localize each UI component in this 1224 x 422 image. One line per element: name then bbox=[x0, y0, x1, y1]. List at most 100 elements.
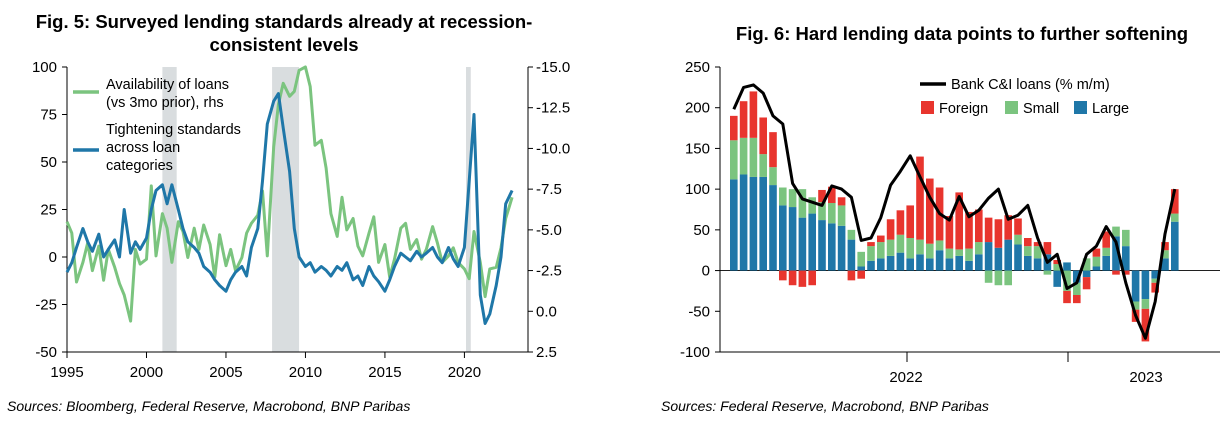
bar-large bbox=[1063, 262, 1071, 271]
y-tick-label: 0 bbox=[702, 263, 710, 280]
bar-foreign bbox=[965, 211, 973, 249]
bar-large bbox=[886, 255, 895, 271]
legend-label: Foreign bbox=[939, 101, 988, 117]
right-tick-label: -2.5 bbox=[536, 263, 562, 280]
fig6-source: Sources: Federal Reserve, Macrobond, BNP… bbox=[661, 398, 989, 414]
x-tick-label: 2015 bbox=[368, 364, 401, 381]
right-tick-label: 2.5 bbox=[536, 344, 557, 361]
bar-large bbox=[1082, 270, 1091, 278]
series-line-bank-ci-loans bbox=[732, 83, 1177, 340]
bar-large bbox=[837, 225, 846, 271]
bar-foreign bbox=[877, 235, 885, 243]
y-tick-label: 100 bbox=[685, 181, 710, 198]
fig6-panel: Fig. 6: Hard lending data points to furt… bbox=[650, 0, 1224, 422]
bar-foreign bbox=[994, 219, 1003, 248]
bar-large bbox=[759, 176, 767, 271]
bar-large bbox=[926, 258, 934, 271]
bar-small bbox=[808, 197, 816, 214]
bar-small bbox=[877, 242, 885, 259]
bar-large bbox=[788, 207, 797, 271]
bar-small bbox=[984, 270, 993, 283]
bar-small bbox=[1092, 256, 1101, 267]
bar-small bbox=[916, 239, 924, 255]
left-tick-label: -25 bbox=[35, 297, 57, 314]
legend-swatch-large bbox=[1074, 101, 1087, 114]
bar-small bbox=[788, 189, 797, 208]
bar-small bbox=[1014, 234, 1022, 245]
bar-small bbox=[867, 246, 875, 261]
bar-large bbox=[935, 250, 944, 271]
bar-large bbox=[945, 258, 954, 271]
bar-foreign bbox=[975, 209, 983, 243]
left-tick-label: 50 bbox=[40, 154, 57, 171]
x-tick-label: 1995 bbox=[50, 364, 83, 381]
bar-small bbox=[1043, 270, 1052, 275]
left-tick-label: -50 bbox=[35, 344, 57, 361]
bar-foreign bbox=[749, 91, 758, 138]
fig6-chart: 250 200 150 100 50 0 -50 -100 2022 2023 Bank C&I l… bbox=[680, 59, 1220, 386]
legend-swatch-foreign bbox=[921, 101, 934, 114]
bar-foreign bbox=[1161, 242, 1169, 251]
bar-foreign bbox=[906, 205, 914, 238]
left-tick-label: 25 bbox=[40, 202, 57, 219]
bar-small bbox=[769, 167, 777, 186]
bar-large bbox=[906, 258, 914, 271]
bar-foreign bbox=[886, 219, 895, 240]
bar-small bbox=[818, 202, 826, 221]
bar-foreign bbox=[916, 156, 924, 240]
bar-small bbox=[1161, 250, 1169, 259]
bar-large bbox=[1141, 270, 1150, 300]
legend-label: Large bbox=[1092, 101, 1129, 117]
bar-large bbox=[955, 255, 963, 271]
bar-foreign bbox=[1024, 238, 1032, 247]
right-tick-label: -7.5 bbox=[536, 181, 562, 198]
fig5-legend: Availability of loans (vs 3mo prior), rhs… bbox=[73, 77, 241, 174]
bar-small bbox=[749, 137, 758, 177]
bar-large bbox=[984, 242, 993, 271]
y-tick-label: 150 bbox=[685, 140, 710, 157]
bar-foreign bbox=[769, 132, 777, 168]
right-tick-label: -15.0 bbox=[536, 59, 570, 76]
bar-foreign bbox=[1122, 270, 1130, 275]
bar-large bbox=[808, 213, 816, 271]
bar-foreign bbox=[1141, 308, 1150, 342]
bar-foreign bbox=[1112, 270, 1120, 275]
recession-band-1 bbox=[272, 67, 300, 352]
x-tick-label: 2005 bbox=[209, 364, 242, 381]
bar-large bbox=[1073, 270, 1081, 283]
bar-foreign bbox=[926, 178, 934, 244]
fig6-legend: Bank C&I loans (% m/m) Foreign Small Large bbox=[920, 77, 1129, 117]
bar-large bbox=[916, 254, 924, 271]
bar-foreign bbox=[1043, 242, 1052, 255]
bar-small bbox=[906, 238, 914, 259]
fig6-title: Fig. 6: Hard lending data points to furt… bbox=[735, 23, 1189, 44]
bar-small bbox=[837, 205, 846, 226]
bar-foreign bbox=[1171, 189, 1179, 214]
bar-foreign bbox=[847, 270, 856, 281]
bar-foreign bbox=[808, 270, 816, 286]
bar-small bbox=[975, 242, 983, 255]
fig5-title: Fig. 5: Surveyed lending standards alrea… bbox=[35, 11, 533, 55]
bar-large bbox=[1102, 255, 1110, 271]
bar-foreign bbox=[1053, 259, 1061, 265]
bar-small bbox=[886, 239, 895, 256]
bar-foreign bbox=[1014, 218, 1022, 235]
bar-foreign bbox=[818, 189, 826, 203]
bar-large bbox=[847, 239, 856, 271]
fig5-panel: Fig. 5: Surveyed lending standards alrea… bbox=[0, 0, 570, 422]
bar-foreign bbox=[1151, 282, 1159, 293]
legend-label: categories bbox=[106, 158, 173, 174]
right-tick-label: -12.5 bbox=[536, 100, 570, 117]
bar-small bbox=[1063, 270, 1071, 291]
bar-large bbox=[1151, 270, 1159, 279]
bar-foreign bbox=[779, 270, 787, 281]
x-label-2022: 2022 bbox=[889, 369, 922, 386]
bar-large bbox=[828, 223, 836, 271]
bar-foreign bbox=[739, 101, 748, 138]
bar-large bbox=[965, 260, 973, 271]
legend-label: Tightening standards bbox=[106, 122, 241, 138]
bar-small bbox=[730, 140, 738, 180]
bar-small bbox=[1004, 270, 1012, 286]
legend-label: Bank C&I loans (% m/m) bbox=[951, 77, 1110, 93]
bar-small bbox=[965, 248, 973, 261]
